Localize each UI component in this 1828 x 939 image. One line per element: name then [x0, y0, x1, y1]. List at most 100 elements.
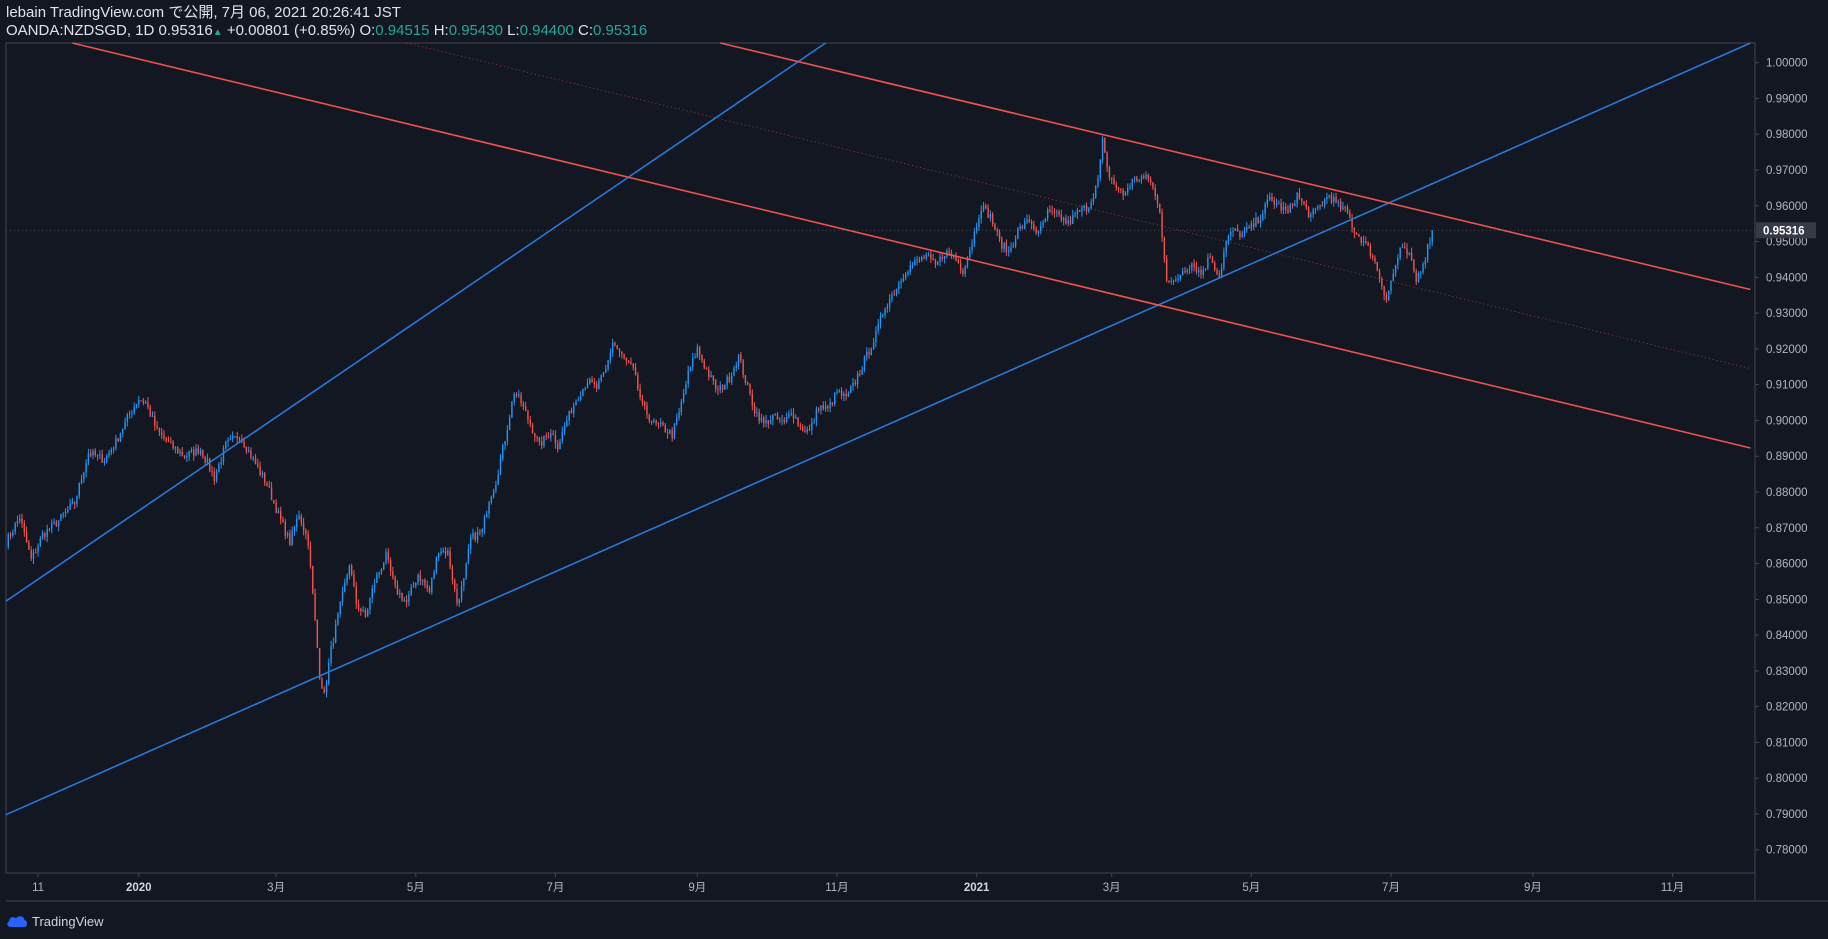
candle-body [32, 552, 35, 559]
candle-body [225, 442, 227, 449]
candle-body [193, 449, 195, 456]
candle-body [1202, 269, 1204, 275]
candle-body [927, 254, 930, 256]
candle-body [563, 426, 566, 432]
trendlines-layer[interactable] [5, 42, 1755, 816]
candle-body [1243, 230, 1246, 234]
candle-body [557, 443, 559, 450]
candle-body [1172, 280, 1175, 282]
candle-body [99, 454, 101, 456]
candle-body [1257, 217, 1259, 224]
candle-body [55, 521, 58, 527]
candle-body [1067, 220, 1069, 224]
candle-body [1236, 228, 1239, 231]
candle-body [1019, 226, 1021, 229]
candle-body [373, 582, 376, 589]
price-tick-label: 0.99000 [1766, 93, 1808, 105]
candle-body [811, 422, 813, 431]
candle-body [744, 375, 747, 383]
price-tick-label: 0.80000 [1766, 773, 1808, 785]
candle-body [797, 417, 799, 426]
tradingview-logo[interactable]: TradingView [6, 910, 104, 932]
candle-body [110, 449, 113, 453]
candle-body [410, 587, 412, 595]
time-axis[interactable]: 11 2020 3月 5月 7月 9月 11月 2021 3月 5月 7月 9月 11月 [32, 873, 1684, 894]
candle-body [996, 229, 998, 232]
symbol-label[interactable]: OANDA:NZDSGD, 1D 0.95316 [6, 22, 213, 39]
candle-body [827, 406, 829, 409]
candle-body [637, 374, 639, 389]
candle-body [907, 272, 909, 275]
ascending-channel-lower[interactable] [5, 42, 1751, 816]
candle-body [1129, 186, 1131, 188]
price-tick-label: 0.83000 [1766, 666, 1808, 678]
candle-body [48, 529, 51, 531]
price-axis[interactable]: 1.00000 0.99000 0.98000 0.97000 0.96000 0.950… [1755, 58, 1816, 857]
candle-body [991, 214, 994, 225]
candle-body [781, 420, 783, 422]
candle-body [575, 400, 577, 406]
candle-body [312, 566, 314, 594]
candle-body [1193, 263, 1195, 267]
candle-body [959, 263, 962, 270]
candle-body [186, 456, 188, 458]
candle-body [282, 519, 284, 523]
price-chart[interactable]: 1.00000 0.99000 0.98000 0.97000 0.96000 0.950… [0, 0, 1828, 905]
price-tick-label: 0.98000 [1766, 129, 1808, 141]
candle-body [389, 560, 392, 572]
candle-body [275, 502, 277, 514]
candle-body [19, 518, 21, 521]
candle-body [918, 259, 921, 261]
candle-body [83, 472, 85, 480]
candle-body [900, 281, 902, 284]
candle-body [284, 522, 287, 536]
candle-body [1223, 252, 1225, 269]
candle-body [1154, 187, 1156, 197]
candle-body [554, 435, 557, 444]
candle-body [527, 410, 529, 420]
price-tick-label: 0.81000 [1766, 737, 1808, 749]
candle-body [213, 471, 216, 481]
candle-body [447, 550, 449, 555]
candle-body [1335, 197, 1337, 202]
candle-body [1046, 209, 1049, 219]
candle-body [779, 419, 781, 421]
candle-body [1181, 271, 1184, 276]
candle-body [1426, 244, 1429, 261]
candle-body [1371, 255, 1374, 258]
ascending-channel-upper[interactable] [5, 42, 827, 602]
candle-body [573, 405, 575, 414]
candle-body [197, 448, 200, 454]
candle-body [298, 515, 300, 520]
descending-channel-median[interactable] [406, 42, 1751, 369]
descending-channel-upper[interactable] [720, 42, 1751, 291]
candle-body [1017, 228, 1019, 240]
candle-body [69, 504, 71, 510]
descending-channel-lower[interactable] [72, 42, 1751, 449]
candle-body [481, 529, 483, 532]
candle-body [737, 354, 740, 366]
candle-body [209, 458, 211, 471]
candle-body [250, 450, 252, 459]
candle-body [1122, 190, 1124, 195]
open-label: O: [359, 22, 376, 39]
candle-body [788, 413, 790, 418]
candle-body [962, 269, 964, 275]
candle-body [616, 345, 618, 349]
candle-body [730, 375, 733, 382]
candle-body [270, 487, 273, 501]
candle-body [753, 405, 756, 414]
candle-body [211, 470, 213, 472]
candle-body [1255, 217, 1257, 227]
candle-body [204, 456, 206, 463]
candle-body [888, 299, 891, 307]
candle-body [1138, 180, 1140, 182]
candle-body [383, 563, 385, 570]
candle-body [584, 388, 586, 390]
candle-body [23, 523, 26, 532]
candle-body [763, 417, 765, 424]
candle-body [289, 533, 291, 545]
candle-body [1246, 227, 1248, 231]
candle-body [488, 502, 490, 515]
candle-body [497, 474, 499, 485]
